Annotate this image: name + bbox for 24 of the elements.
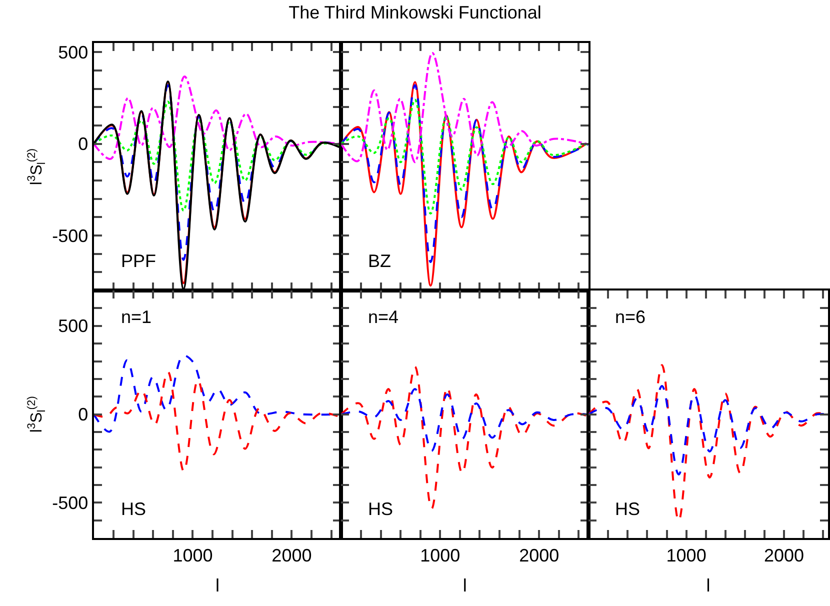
x-tick-label: 2000 xyxy=(519,546,560,566)
x-tick-label: 2000 xyxy=(272,546,312,566)
annotation: n=1 xyxy=(121,307,152,327)
y-tick-label: 0 xyxy=(78,404,88,425)
y-tick-label: 500 xyxy=(58,42,88,62)
annotation: HS xyxy=(368,499,394,519)
annotation: n=4 xyxy=(368,307,399,327)
y-tick-label: -500 xyxy=(52,226,88,246)
x-tick-label: 2000 xyxy=(764,546,804,566)
annotation: PPF xyxy=(121,251,156,271)
x-axis-title: l xyxy=(215,575,220,596)
y-tick-label: 500 xyxy=(58,316,88,336)
annotation: BZ xyxy=(368,251,392,271)
y-tick-label: 0 xyxy=(78,134,88,154)
x-axis-title: l xyxy=(706,575,710,596)
annotation: n=6 xyxy=(615,307,646,327)
x-tick-label: 1000 xyxy=(172,546,213,566)
annotation: HS xyxy=(615,499,640,519)
annotation: HS xyxy=(121,499,146,519)
text: The Third Minkowski Functional xyxy=(288,2,542,23)
x-tick-label: 1000 xyxy=(420,546,460,566)
x-tick-label: 1000 xyxy=(666,546,706,566)
x-axis-title: l xyxy=(462,575,467,596)
y-tick-label: -500 xyxy=(52,493,88,514)
